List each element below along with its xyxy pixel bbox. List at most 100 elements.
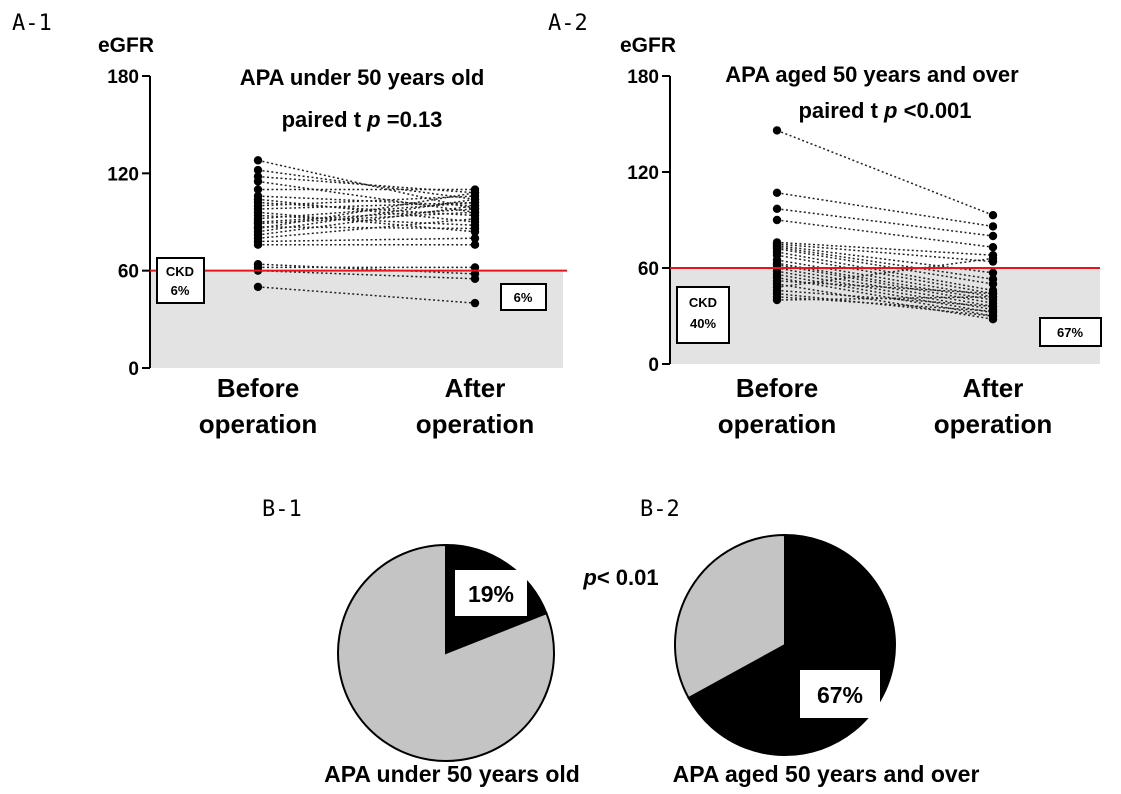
- after-point: [988, 292, 998, 301]
- x-category-label: operation: [416, 409, 534, 439]
- pie-slice-non-ckd: [674, 533, 786, 700]
- ckd-zone: [670, 268, 1100, 364]
- y-tick-label: 180: [107, 67, 139, 88]
- pair-line: [257, 180, 476, 214]
- plot-area: [669, 76, 1100, 364]
- y-tick-label: 180: [627, 67, 659, 88]
- ckd-before-percent: 40%: [690, 316, 716, 331]
- pie-slices: [674, 533, 896, 756]
- y-ticks: 0 60 120 180: [627, 67, 670, 376]
- panel-a2: A-2 eGFR APA aged 50 years and over pair…: [548, 11, 1102, 439]
- after-point: [988, 211, 998, 220]
- after-point: [470, 214, 480, 223]
- after-point: [988, 231, 998, 241]
- panel-label-b1: B-1: [262, 497, 302, 522]
- pair-line: [776, 129, 994, 216]
- before-point: [772, 295, 782, 305]
- before-point: [772, 126, 782, 135]
- pair-line: [257, 198, 476, 233]
- pie-slice-label: 67%: [817, 682, 863, 708]
- pair-line: [776, 243, 994, 263]
- pie-caption: APA aged 50 years and over: [673, 761, 980, 787]
- pair-line: [776, 283, 994, 320]
- after-point: [988, 307, 998, 316]
- ckd-after-percent: 67%: [1057, 325, 1083, 340]
- after-point: [470, 224, 480, 233]
- chart-title: APA under 50 years old: [240, 65, 485, 90]
- after-point: [470, 188, 480, 197]
- panel-a1: A-1 eGFR APA under 50 years old paired t…: [12, 11, 567, 439]
- pair-line: [257, 201, 476, 210]
- before-point: [253, 165, 263, 175]
- y-tick-label: 120: [627, 163, 659, 184]
- x-category-label: Before: [736, 373, 818, 403]
- x-category-label: operation: [718, 409, 836, 439]
- pair-line: [257, 269, 476, 280]
- x-categories: Before operation After operation: [199, 373, 534, 439]
- pair-line: [257, 226, 476, 230]
- pair-line: [257, 195, 476, 207]
- y-ticks: 0 60 120 180: [107, 67, 150, 380]
- y-tick-label: 60: [638, 259, 659, 280]
- pair-line: [776, 251, 994, 292]
- before-point: [772, 188, 782, 197]
- after-point: [988, 243, 998, 252]
- panel-label-b2: B-2: [640, 497, 680, 522]
- pair-line: [776, 264, 994, 304]
- pair-line: [776, 259, 994, 298]
- pie-slice-non-ckd: [337, 543, 555, 762]
- pair-line: [257, 263, 476, 275]
- pie-slice-label: 19%: [468, 581, 514, 607]
- ckd-label: CKD: [689, 295, 717, 310]
- after-point: [988, 279, 998, 289]
- after-point: [470, 195, 480, 204]
- x-category-label: After: [963, 373, 1024, 403]
- y-tick-label: 0: [648, 355, 659, 376]
- y-tick-label: 0: [128, 359, 139, 380]
- ckd-percent-box: 19%: [455, 570, 527, 616]
- p-value-annotation: paired t p <0.001: [798, 98, 971, 123]
- panel-label-a2: A-2: [548, 11, 588, 36]
- x-categories: Before operation After operation: [718, 373, 1052, 439]
- pair-line: [776, 241, 994, 256]
- pair-line: [257, 159, 476, 210]
- after-point: [988, 268, 998, 277]
- after-point: [470, 298, 480, 308]
- after-point: [470, 208, 480, 217]
- plot-area: [149, 76, 567, 368]
- x-category-label: Before: [217, 373, 299, 403]
- after-point: [470, 240, 480, 249]
- after-point: [470, 201, 480, 210]
- ckd-zone: [150, 270, 563, 368]
- x-category-label: operation: [199, 409, 317, 439]
- pair-line: [257, 237, 476, 243]
- pair-line: [257, 192, 476, 230]
- after-point: [988, 254, 998, 263]
- pair-line: [776, 270, 994, 311]
- pair-line: [776, 276, 994, 317]
- ckd-after-percent: 6%: [514, 290, 533, 305]
- ckd-percent-box: 67%: [800, 670, 880, 718]
- before-point: [772, 204, 782, 213]
- ckd-label: CKD: [166, 264, 194, 279]
- y-axis-label: eGFR: [620, 34, 676, 57]
- before-point: [253, 282, 263, 292]
- pair-line: [776, 296, 994, 301]
- after-point: [470, 274, 480, 283]
- pair-line: [776, 254, 994, 295]
- before-point: [253, 185, 263, 194]
- ckd-before-box: CKD 40%: [676, 286, 730, 344]
- ckd-before-percent: 6%: [171, 283, 190, 298]
- after-point: [988, 222, 998, 231]
- y-axis-label: eGFR: [98, 34, 154, 57]
- panel-label-a1: A-1: [12, 11, 52, 36]
- pair-line: [776, 246, 994, 280]
- pair-line: [776, 219, 994, 248]
- pie-comparison-p-value: p< 0.01: [582, 565, 658, 590]
- pair-line: [257, 286, 476, 304]
- pair-line: [257, 175, 476, 194]
- before-point: [253, 156, 263, 165]
- p-value-annotation: paired t p =0.13: [282, 107, 443, 132]
- before-point: [253, 240, 263, 249]
